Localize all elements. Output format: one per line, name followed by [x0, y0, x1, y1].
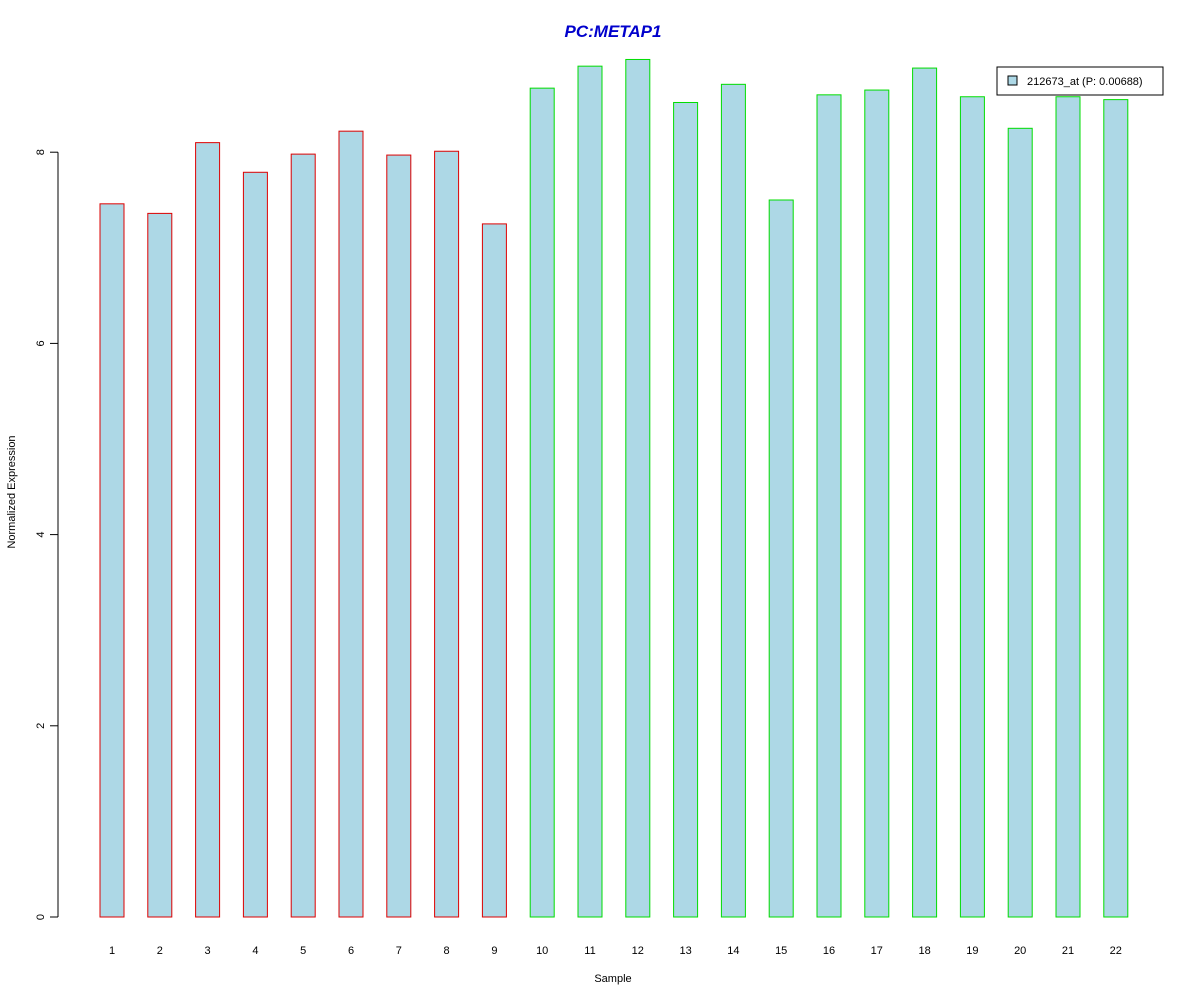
x-tick-label: 15 [775, 945, 787, 957]
x-tick-label: 14 [727, 945, 739, 957]
bar-sample-12 [625, 58, 651, 918]
x-axis-label: Sample [594, 973, 631, 985]
x-tick-label: 21 [1062, 945, 1074, 957]
x-tick-label: 5 [300, 945, 306, 957]
bar-sample-10 [529, 87, 555, 918]
bar-sample-14 [720, 83, 746, 918]
bar-sample-3 [195, 142, 221, 918]
x-tick-label: 20 [1014, 945, 1026, 957]
x-tick-labels: 1 2 3 4 5 6 7 8 9 10 11 12 13 14 15 16 17 18 19 20 21 22 [109, 945, 1122, 957]
bar-sample-13 [673, 101, 699, 918]
bar-sample-2 [147, 212, 173, 918]
legend-swatch [1007, 75, 1018, 86]
x-tick-label: 17 [871, 945, 883, 957]
bar-sample-22 [1103, 99, 1129, 918]
x-tick-label: 9 [491, 945, 497, 957]
chart-title: PC:METAP1 [565, 22, 662, 41]
x-tick-label: 3 [205, 945, 211, 957]
y-tick-label: 0 [35, 914, 47, 920]
y-axis: 0 2 4 6 8 [35, 149, 59, 920]
bar-sample-1 [99, 203, 125, 918]
bar-sample-5 [290, 153, 316, 918]
legend-label: 212673_at (P: 0.00688) [1027, 76, 1143, 88]
bar-sample-6 [338, 130, 364, 918]
bar-sample-17 [864, 89, 890, 918]
y-tick-label: 4 [35, 532, 47, 538]
x-tick-label: 11 [584, 945, 595, 957]
bar-sample-8 [434, 150, 460, 918]
x-tick-label: 10 [536, 945, 548, 957]
legend: 212673_at (P: 0.00688) [996, 66, 1164, 96]
y-axis-label: Normalized Expression [6, 435, 18, 548]
bar-sample-21 [1055, 96, 1081, 918]
x-tick-label: 12 [632, 945, 644, 957]
x-tick-label: 13 [679, 945, 691, 957]
bar-sample-4 [242, 171, 268, 918]
x-tick-label: 16 [823, 945, 835, 957]
x-tick-label: 18 [918, 945, 930, 957]
x-tick-label: 6 [348, 945, 354, 957]
bar-sample-18 [912, 67, 938, 918]
bar-sample-16 [816, 94, 842, 918]
x-tick-label: 8 [444, 945, 450, 957]
y-tick-label: 8 [35, 149, 47, 155]
legend-box [996, 66, 1164, 96]
x-tick-label: 2 [157, 945, 163, 957]
bar-sample-15 [768, 199, 794, 918]
bar-sample-7 [386, 154, 412, 918]
x-tick-label: 4 [252, 945, 258, 957]
bar-sample-9 [481, 223, 507, 918]
x-tick-label: 7 [396, 945, 402, 957]
bars-group [99, 58, 1129, 918]
bar-sample-20 [1007, 127, 1033, 918]
y-tick-label: 2 [35, 723, 47, 729]
x-tick-label: 1 [109, 945, 115, 957]
bar-sample-11 [577, 65, 603, 918]
x-tick-label: 22 [1110, 945, 1122, 957]
bar-sample-19 [959, 96, 985, 918]
x-tick-label: 19 [966, 945, 978, 957]
y-tick-label: 6 [35, 340, 47, 346]
